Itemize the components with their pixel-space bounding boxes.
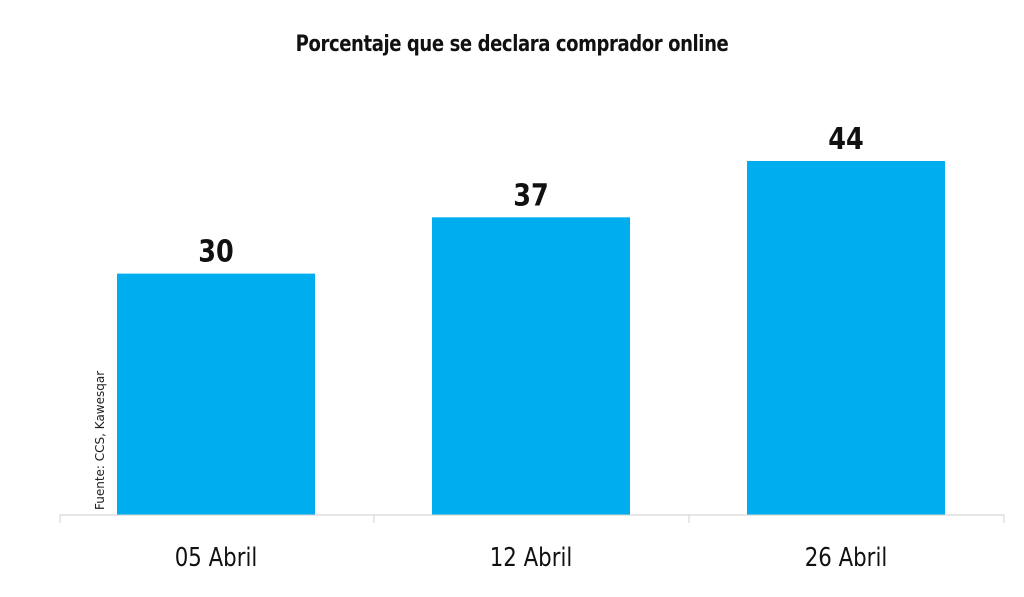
labels-layer: 30 37 44 (198, 121, 863, 269)
chart-title: Porcentaje que se declara comprador onli… (295, 32, 729, 57)
bar-12-abril (432, 217, 630, 515)
data-label: 37 (513, 177, 548, 213)
x-axis: 05 Abril 12 Abril 26 Abril (59, 514, 1005, 573)
bar-26-abril (747, 161, 945, 515)
data-label: 44 (828, 121, 863, 157)
bar-05-abril (117, 273, 315, 515)
x-tick-label: 26 Abril (805, 542, 888, 573)
x-tick-label: 05 Abril (175, 542, 258, 573)
bars-layer (117, 161, 945, 515)
data-label: 30 (198, 234, 233, 270)
source-note: Fuente: CCS, Kawesqar (93, 371, 107, 510)
x-tick-label: 12 Abril (490, 542, 573, 573)
